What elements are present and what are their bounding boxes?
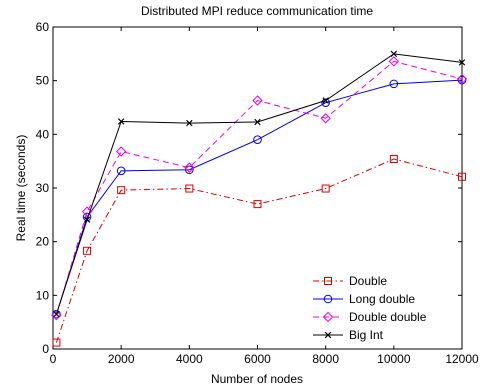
data-point bbox=[51, 309, 62, 321]
data-point bbox=[115, 146, 127, 157]
data-point bbox=[185, 184, 194, 193]
data-point bbox=[322, 97, 329, 104]
data-point bbox=[388, 56, 400, 67]
legend-box bbox=[308, 270, 458, 346]
data-point bbox=[252, 95, 263, 106]
legend-marker bbox=[324, 277, 332, 285]
y-tick-label: 20 bbox=[36, 235, 50, 249]
y-tick-label: 50 bbox=[36, 74, 50, 88]
legend-label: Long double bbox=[349, 292, 415, 306]
data-point bbox=[456, 73, 468, 85]
series-line bbox=[55, 60, 463, 316]
data-point bbox=[254, 118, 261, 126]
series-line bbox=[55, 158, 463, 343]
data-point bbox=[389, 79, 399, 89]
data-point bbox=[117, 186, 126, 195]
data-point bbox=[186, 119, 193, 127]
x-tick-label: 8000 bbox=[312, 352, 339, 366]
chart-title: Distributed MPI reduce communication tim… bbox=[141, 4, 373, 18]
data-point bbox=[184, 162, 195, 173]
y-tick-label: 30 bbox=[36, 181, 50, 195]
x-axis-label: Number of nodes bbox=[211, 372, 303, 385]
series-line bbox=[55, 53, 463, 315]
x-tick-label: 4000 bbox=[176, 352, 203, 366]
data-point bbox=[390, 50, 398, 58]
legend-label: Double bbox=[349, 274, 387, 288]
legend-marker bbox=[323, 294, 333, 304]
data-point bbox=[389, 155, 398, 164]
data-point bbox=[458, 59, 466, 66]
legend-marker bbox=[324, 331, 332, 339]
legend-label: Big Int bbox=[349, 328, 384, 342]
data-point bbox=[320, 113, 331, 124]
data-point bbox=[321, 98, 330, 107]
data-point bbox=[253, 200, 262, 209]
data-point bbox=[253, 135, 262, 144]
data-point bbox=[185, 165, 194, 175]
y-tick-label: 0 bbox=[42, 342, 49, 356]
y-tick-label: 10 bbox=[36, 288, 50, 302]
x-tick-label: 10000 bbox=[377, 352, 411, 366]
x-tick-label: 12000 bbox=[445, 352, 479, 366]
data-point bbox=[321, 184, 330, 193]
data-point bbox=[83, 246, 92, 255]
legend-label: Double double bbox=[349, 310, 427, 324]
data-point bbox=[117, 118, 125, 125]
x-tick-label: 0 bbox=[50, 352, 57, 366]
y-tick-label: 60 bbox=[36, 20, 50, 34]
x-tick-label: 2000 bbox=[108, 352, 135, 366]
x-tick-label: 6000 bbox=[244, 352, 271, 366]
data-point bbox=[458, 172, 466, 181]
data-point bbox=[83, 216, 91, 223]
plot-area: 0 2000 4000 6000 8000 10000 12000 0 10 20 30 40 50 60 bbox=[36, 20, 479, 366]
series-line bbox=[55, 79, 463, 315]
legend-marker bbox=[322, 311, 334, 323]
data-point bbox=[53, 310, 60, 318]
data-point bbox=[116, 166, 126, 176]
y-axis-label: Real time (seconds) bbox=[14, 135, 28, 242]
legend: Double Long double Double double Big Int bbox=[308, 270, 458, 346]
y-tick-label: 40 bbox=[36, 127, 50, 141]
data-point bbox=[52, 338, 61, 347]
